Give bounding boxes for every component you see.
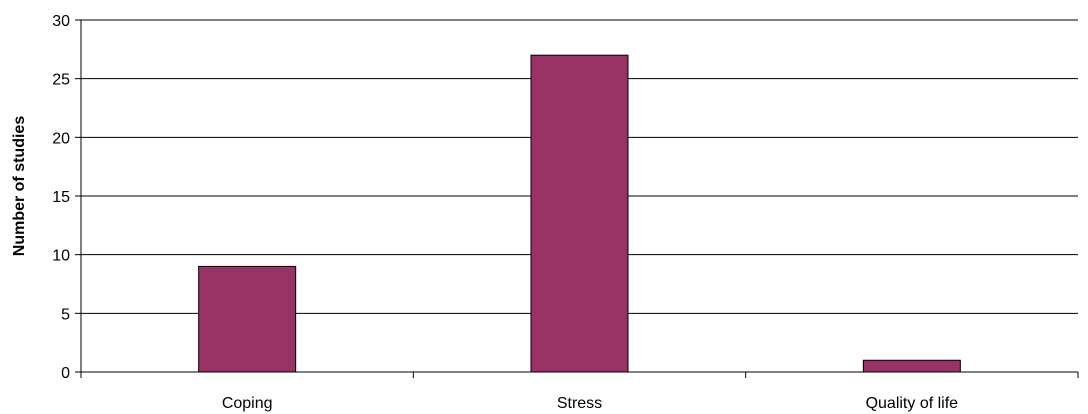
bar-quality-of-life: [862, 359, 961, 373]
x-tick-label: Coping: [222, 395, 273, 412]
y-axis-title: Number of studies: [11, 116, 28, 257]
x-tick-labels: Coping Stress Quality of life: [222, 395, 958, 412]
y-tick-label: 25: [52, 72, 70, 89]
bars: [198, 54, 961, 373]
y-tick-label: 5: [61, 306, 70, 323]
y-tick-label: 0: [61, 365, 70, 382]
y-tick-label: 10: [52, 248, 70, 265]
x-tick-label: Stress: [557, 395, 602, 412]
y-tick-label: 30: [52, 13, 70, 30]
bar-coping: [198, 265, 297, 373]
bar-stress: [530, 54, 629, 373]
y-tick-label: 20: [52, 130, 70, 147]
axes: [75, 19, 1079, 378]
y-tick-label: 15: [52, 189, 70, 206]
y-tick-labels: 0 5 10 15 20 25 30: [52, 13, 70, 382]
x-tick-label: Quality of life: [866, 395, 959, 412]
